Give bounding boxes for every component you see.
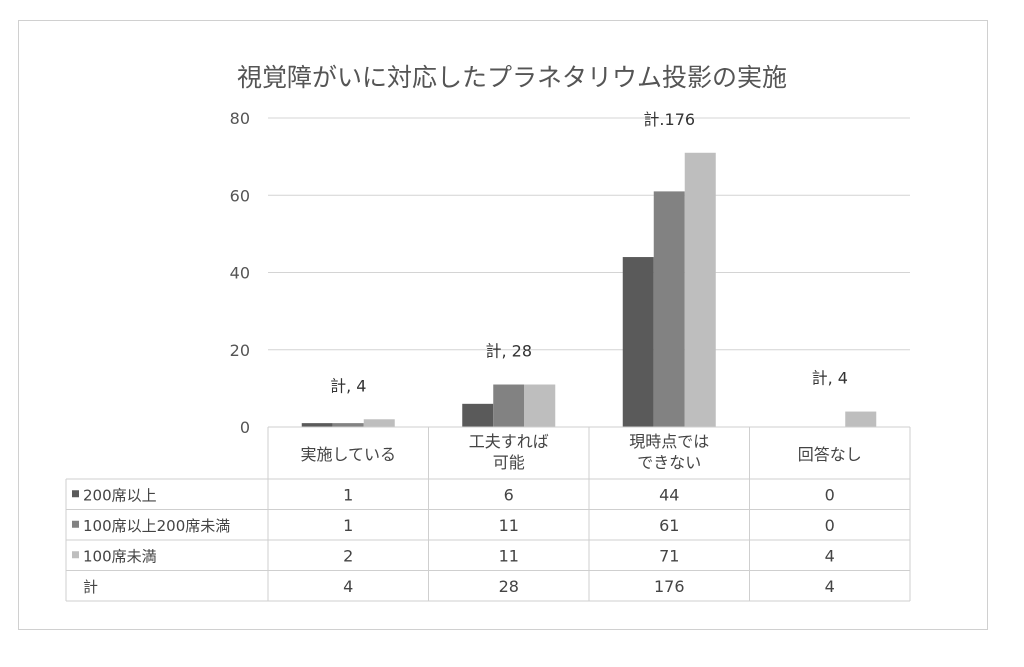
legend-swatch: [72, 490, 79, 498]
y-tick-label: 0: [240, 418, 250, 437]
table-cell-value: 71: [659, 546, 679, 565]
total-data-label: 計.176: [643, 110, 695, 129]
bar: [653, 191, 685, 427]
bar: [462, 403, 494, 427]
table-total-value: 4: [343, 577, 353, 596]
bar: [524, 384, 556, 427]
table-cell-value: 11: [499, 546, 519, 565]
legend-swatch: [72, 551, 79, 559]
y-tick-label: 20: [230, 341, 250, 360]
table-cell-value: 2: [343, 546, 353, 565]
table-cell-value: 11: [499, 516, 519, 535]
table-cell-value: 6: [504, 485, 514, 504]
category-label: 実施している: [300, 445, 396, 464]
bar: [363, 419, 395, 427]
table-total-value: 4: [825, 577, 835, 596]
y-tick-label: 80: [230, 109, 250, 128]
category-label: 工夫すれば: [469, 432, 549, 451]
bar: [622, 257, 654, 427]
category-label: 回答なし: [798, 445, 862, 464]
table-total-value: 28: [499, 577, 519, 596]
category-label: できない: [637, 453, 701, 472]
table-cell-value: 0: [825, 516, 835, 535]
table-cell-value: 44: [659, 485, 679, 504]
table-cell-value: 1: [343, 485, 353, 504]
table-cell-value: 4: [825, 546, 835, 565]
totals-row-label: 計: [83, 578, 98, 596]
total-data-label: 計, 28: [485, 342, 532, 361]
series-name: 100席未満: [83, 547, 157, 565]
table-cell-value: 0: [825, 485, 835, 504]
y-tick-label: 40: [230, 264, 250, 283]
series-name: 200席以上: [83, 486, 157, 504]
series-name: 100席以上200席未満: [83, 517, 230, 535]
bar: [684, 152, 716, 427]
table-cell-value: 1: [343, 516, 353, 535]
total-data-label: 計, 4: [812, 369, 848, 388]
chart-frame: [18, 20, 988, 630]
chart-title: 視覚障がいに対応したプラネタリウム投影の実施: [236, 63, 787, 92]
bar: [493, 384, 525, 427]
category-label: 可能: [493, 453, 525, 472]
bar: [332, 423, 364, 427]
y-tick-label: 60: [230, 186, 250, 205]
total-data-label: 計, 4: [330, 376, 366, 395]
table-total-value: 176: [654, 577, 685, 596]
table-cell-value: 61: [659, 516, 679, 535]
bar: [301, 423, 333, 427]
category-label: 現時点では: [629, 432, 709, 451]
legend-swatch: [72, 520, 79, 528]
bar: [845, 411, 877, 427]
